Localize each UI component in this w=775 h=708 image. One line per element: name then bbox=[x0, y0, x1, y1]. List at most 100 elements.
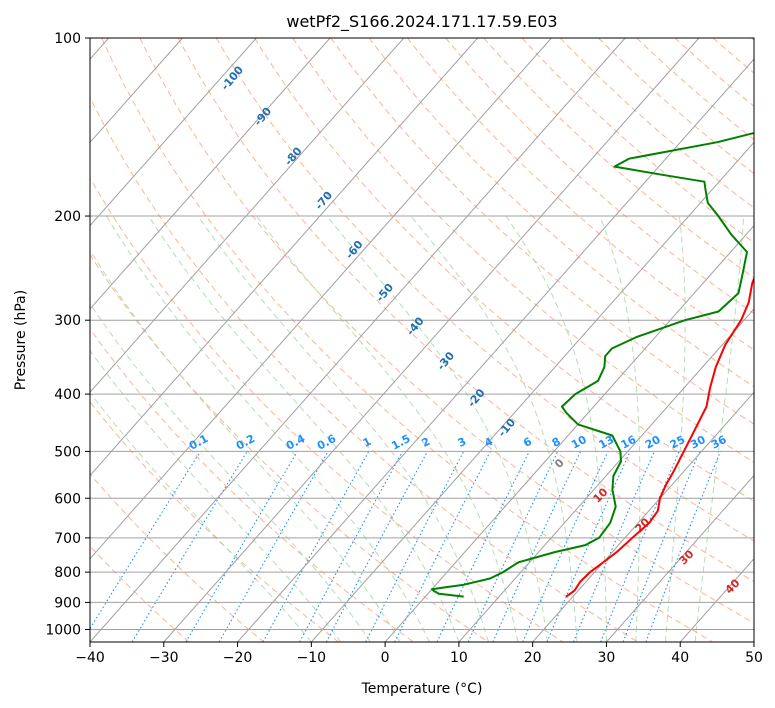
isotherm-line bbox=[458, 308, 754, 642]
mixing-ratio-line bbox=[546, 451, 631, 642]
mixing-ratio-line bbox=[436, 451, 530, 642]
dry-adiabat-line bbox=[177, 38, 754, 583]
y-tick-label: 500 bbox=[54, 444, 81, 460]
moist-adiabat-label: 0 bbox=[552, 456, 567, 471]
profile-lines bbox=[430, 131, 754, 598]
mixing-ratio-label: 1.5 bbox=[389, 432, 412, 453]
mixing-ratio-label: 36 bbox=[709, 433, 729, 452]
x-tick-label: −20 bbox=[223, 650, 253, 666]
mixing-ratio-label: 0.1 bbox=[187, 432, 210, 453]
moist-adiabat-line bbox=[599, 215, 641, 642]
mixing-ratio-label: 10 bbox=[569, 433, 589, 452]
x-axis: −40 −30 −20 −10 0 10 20 30 40 50 bbox=[75, 642, 763, 666]
moist-adiabat-line bbox=[90, 249, 401, 642]
isotherm-line bbox=[606, 474, 754, 642]
mixing-ratio-label: 0.4 bbox=[284, 432, 308, 453]
dry-adiabat-line bbox=[483, 38, 754, 279]
mixing-ratio-line bbox=[467, 451, 559, 642]
mixing-ratio-label: 30 bbox=[688, 433, 708, 452]
moist-adiabat-line bbox=[410, 215, 578, 642]
y-tick-label: 800 bbox=[54, 565, 81, 581]
moist-adiabat-label: 20 bbox=[633, 515, 653, 535]
mixing-ratio-line bbox=[325, 451, 428, 642]
y-tick-label: 300 bbox=[54, 313, 81, 329]
y-tick-label: 700 bbox=[54, 531, 81, 547]
mixing-ratio-label: 3 bbox=[456, 435, 469, 450]
x-tick-label: 30 bbox=[598, 650, 616, 666]
y-tick-label: 1000 bbox=[45, 622, 81, 638]
moist-adiabat-line bbox=[197, 215, 489, 642]
dry-adiabat-line bbox=[407, 38, 754, 351]
moist-adiabat-line bbox=[665, 215, 686, 642]
dry-adiabat-label: -40 bbox=[404, 314, 427, 338]
moist-adiabat-line bbox=[694, 215, 745, 642]
background-lines bbox=[90, 38, 754, 642]
dry-adiabat-line bbox=[712, 38, 754, 74]
dry-adiabat-line bbox=[751, 38, 754, 41]
y-tick-label: 900 bbox=[54, 595, 81, 611]
mixing-ratio-line bbox=[522, 451, 609, 642]
moist-adiabat-line bbox=[148, 215, 460, 642]
mixing-ratio-label: 1 bbox=[361, 435, 374, 450]
dry-adiabat-label: -80 bbox=[282, 144, 305, 168]
dry-adiabat-line bbox=[90, 253, 489, 642]
mixing-ratio-line bbox=[262, 451, 370, 642]
mixing-ratio-label: 2 bbox=[419, 435, 432, 450]
y-tick-label: 400 bbox=[54, 387, 81, 403]
isotherm-line bbox=[90, 38, 626, 642]
mixing-ratio-label: 8 bbox=[550, 435, 563, 450]
isotherm-line bbox=[237, 58, 754, 642]
mixing-ratio-label: 6 bbox=[521, 435, 534, 450]
mixing-ratio-label: 13 bbox=[597, 433, 617, 452]
dry-adiabat-line bbox=[521, 38, 754, 244]
moist-adiabat-label: 30 bbox=[677, 547, 697, 567]
mixing-ratio-line bbox=[299, 451, 404, 642]
dry-adiabat-line bbox=[559, 38, 754, 209]
dry-adiabat-line bbox=[90, 176, 564, 642]
y-tick-label: 200 bbox=[54, 209, 81, 225]
dry-adiabat-label: -60 bbox=[343, 238, 366, 262]
isotherm-line bbox=[532, 391, 754, 642]
isotherm-line bbox=[163, 38, 700, 642]
x-tick-label: −40 bbox=[75, 650, 105, 666]
dry-adiabat-line bbox=[90, 473, 265, 642]
moist-adiabat-label: 40 bbox=[723, 576, 743, 596]
dry-adiabat-line bbox=[90, 328, 414, 642]
temperature-line bbox=[565, 275, 754, 598]
mixing-ratio-label: 20 bbox=[643, 433, 663, 452]
dry-adiabat-line bbox=[254, 38, 754, 502]
moist-adiabat-line bbox=[256, 215, 519, 642]
isotherm-line bbox=[384, 224, 754, 642]
x-tick-label: 40 bbox=[671, 650, 689, 666]
x-tick-label: 0 bbox=[381, 650, 390, 666]
chart-title: wetPf2_S166.2024.171.17.59.E03 bbox=[286, 12, 557, 32]
dry-adiabat-label: -20 bbox=[465, 386, 488, 410]
x-axis-label: Temperature (°C) bbox=[361, 681, 483, 697]
mixing-ratio-label: 0.2 bbox=[234, 432, 257, 453]
dry-adiabat-label: -90 bbox=[251, 105, 274, 129]
plot-frame bbox=[89, 37, 755, 643]
dry-adiabat-line bbox=[139, 38, 754, 624]
dry-adiabat-line bbox=[215, 38, 754, 542]
dewpoint-line bbox=[430, 131, 754, 598]
moist-adiabat-line bbox=[90, 349, 342, 642]
moist-adiabat-line bbox=[105, 215, 430, 642]
moist-adiabat-line bbox=[90, 391, 312, 642]
mixing-ratio-line bbox=[185, 451, 298, 642]
x-tick-label: −30 bbox=[149, 650, 179, 666]
mixing-ratio-label: 16 bbox=[619, 433, 639, 452]
dry-adiabat-label: -100 bbox=[218, 63, 246, 93]
dry-adiabat-line bbox=[101, 38, 713, 642]
isotherm-line bbox=[90, 38, 257, 227]
dry-adiabat-label: -50 bbox=[373, 281, 396, 305]
dry-adiabat-line bbox=[636, 38, 754, 141]
dry-adiabat-line bbox=[445, 38, 754, 315]
mixing-ratio-line bbox=[572, 451, 655, 642]
isotherm-line bbox=[90, 38, 331, 310]
isotherm-line bbox=[90, 38, 183, 144]
dry-adiabat-line bbox=[90, 96, 639, 642]
mixing-ratio-label: 25 bbox=[668, 433, 688, 452]
y-tick-label: 600 bbox=[54, 491, 81, 507]
isotherm-line bbox=[310, 141, 754, 642]
